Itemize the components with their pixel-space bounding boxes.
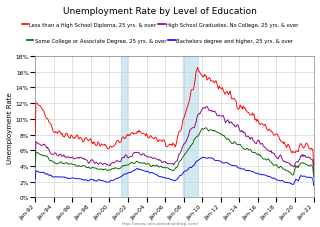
Legend: Less than a High School Diploma, 25 yrs. & over, High School Graduates, No Colle: Less than a High School Diploma, 25 yrs.…	[22, 23, 298, 28]
Text: Unemployment Rate by Level of Education: Unemployment Rate by Level of Education	[63, 7, 257, 16]
Legend: Some College or Associate Degree, 25 yrs. & over, Bachelors degree and higher, 2: Some College or Associate Degree, 25 yrs…	[27, 39, 293, 44]
Y-axis label: Unemployment Rate: Unemployment Rate	[7, 91, 13, 163]
Text: http://www.calculatedriskblog.com/: http://www.calculatedriskblog.com/	[121, 221, 199, 225]
Bar	[183, 57, 198, 197]
Bar	[121, 57, 127, 197]
